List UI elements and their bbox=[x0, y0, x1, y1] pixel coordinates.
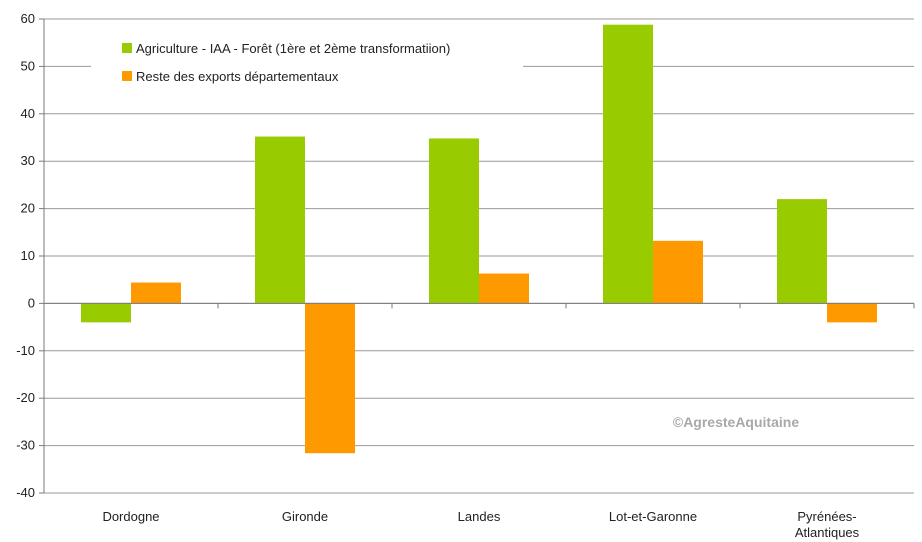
bar-series-2-gironde bbox=[305, 303, 355, 454]
bar-series-2-pyr-n-es-atlantiques bbox=[827, 303, 877, 323]
bar-series-1-lot-et-garonne bbox=[603, 24, 653, 304]
x-category-label: Gironde bbox=[282, 509, 328, 524]
bar-series-1-gironde bbox=[255, 136, 305, 304]
axes bbox=[39, 18, 915, 494]
legend-label-reste: Reste des exports départementaux bbox=[136, 69, 339, 84]
x-category-label: Dordogne bbox=[102, 509, 159, 524]
y-tick-label: 60 bbox=[21, 11, 35, 26]
legend-swatch-agriculture bbox=[122, 43, 132, 53]
bar-series-1-pyr-n-es-atlantiques bbox=[777, 199, 827, 304]
bars bbox=[81, 24, 877, 454]
legend: Agriculture - IAA - Forêt (1ère et 2ème … bbox=[91, 38, 523, 96]
watermark: ©AgresteAquitaine bbox=[673, 414, 799, 430]
y-tick-label: 10 bbox=[21, 248, 35, 263]
y-tick-label: -30 bbox=[16, 438, 35, 453]
y-tick-label: -10 bbox=[16, 343, 35, 358]
bar-series-2-landes bbox=[479, 273, 529, 304]
legend-swatch-reste bbox=[122, 71, 132, 81]
x-category-labels: Dordogne Gironde Landes Lot-et-Garonne Pyrén… bbox=[102, 509, 859, 540]
y-tick-label: -20 bbox=[16, 390, 35, 405]
bar-series-2-lot-et-garonne bbox=[653, 240, 703, 304]
legend-background bbox=[91, 38, 523, 96]
y-tick-label: 30 bbox=[21, 153, 35, 168]
bar-series-2-dordogne bbox=[131, 282, 181, 304]
bar-series-1-dordogne bbox=[81, 303, 131, 323]
legend-label-agriculture: Agriculture - IAA - Forêt (1ère et 2ème … bbox=[136, 41, 450, 56]
x-category-label: Pyrénées-Atlantiques bbox=[795, 509, 860, 540]
bar-series-1-landes bbox=[429, 138, 479, 304]
x-category-label: Landes bbox=[458, 509, 501, 524]
y-tick-label: 50 bbox=[21, 58, 35, 73]
y-tick-label: 20 bbox=[21, 201, 35, 216]
y-tick-label: -40 bbox=[16, 485, 35, 500]
y-tick-labels: -40 -30 -20 -10 0 10 20 30 40 50 60 bbox=[16, 11, 35, 500]
y-tick-label: 0 bbox=[28, 295, 35, 310]
y-tick-label: 40 bbox=[21, 106, 35, 121]
x-category-label: Lot-et-Garonne bbox=[609, 509, 697, 524]
